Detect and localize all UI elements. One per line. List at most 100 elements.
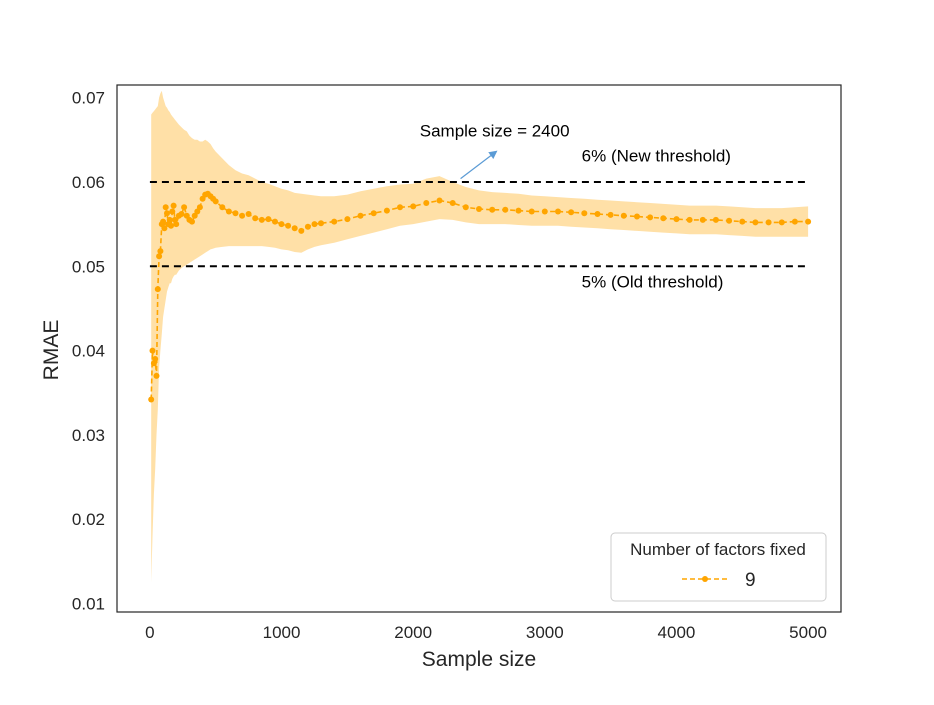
y-tick-label: 0.07 [72, 89, 105, 108]
new-threshold-label: 6% (New threshold) [582, 147, 731, 166]
series-0-point [149, 347, 156, 354]
series-0-point [673, 216, 680, 223]
y-tick-label: 0.02 [72, 510, 105, 529]
series-0-point [620, 212, 627, 219]
series-0-point [502, 206, 509, 213]
series-0-confidence-band [151, 90, 809, 583]
series-0-point [291, 225, 298, 232]
y-tick-label: 0.05 [72, 257, 105, 276]
legend-title: Number of factors fixed [630, 540, 806, 559]
series-0-point [162, 204, 169, 211]
series-0-point [528, 208, 535, 215]
series-0-point [152, 356, 159, 362]
series-0-point [410, 203, 417, 210]
series-0-point [239, 212, 246, 219]
series-0-point [160, 218, 167, 225]
series-0-point [344, 216, 351, 223]
series-0-point [331, 218, 338, 225]
series-0-point [581, 210, 588, 217]
x-tick-label: 5000 [789, 623, 827, 642]
series-0-point [285, 222, 292, 229]
series-0-point [607, 211, 614, 218]
series-0-point [318, 220, 324, 227]
series-0-point [778, 219, 785, 226]
y-axis-label: RMAE [40, 320, 63, 381]
series-0-point [462, 204, 469, 211]
series-0-point [370, 210, 377, 217]
series-0-point [272, 218, 278, 225]
legend-series-marker [702, 576, 708, 582]
series-0-point [805, 218, 812, 225]
x-tick-label: 4000 [658, 623, 696, 642]
series-0-point [153, 372, 160, 379]
series-0-point [245, 211, 252, 217]
y-tick-label: 0.01 [72, 595, 105, 614]
series-0-point [265, 216, 272, 223]
series-0-point [212, 198, 219, 205]
x-axis-label: Sample size [422, 648, 536, 671]
series-0-point [752, 219, 759, 226]
series-0-point [154, 286, 161, 293]
series-0-point [170, 202, 177, 209]
series-0-point [568, 209, 575, 216]
y-axis-ticks: 0.01 0.02 0.03 0.04 0.05 0.06 0.07 [72, 89, 105, 614]
x-axis-ticks: 0 1000 2000 3000 4000 5000 [145, 623, 827, 642]
series-0-point [594, 211, 601, 217]
series-0-point [791, 218, 798, 225]
annotation-sample-size: Sample size = 2400 [420, 121, 570, 140]
series-0-point [178, 211, 185, 217]
x-tick-label: 2000 [394, 623, 432, 642]
series-0-point [148, 396, 155, 403]
plot-frame [116, 84, 842, 613]
series-0-point [765, 219, 772, 226]
series-0-point [436, 197, 443, 204]
series-0-point [660, 215, 667, 222]
series-0-point [258, 216, 265, 223]
series-0-point [726, 217, 733, 224]
series-0-point [304, 223, 311, 230]
plot-area [148, 90, 812, 583]
series-0-point [225, 208, 232, 215]
series-0-point [541, 208, 548, 215]
series-0-point [634, 213, 640, 220]
series-0-point [555, 208, 561, 215]
series-0-point [311, 221, 318, 228]
legend: Number of factors fixed 9 [610, 532, 827, 602]
series-0-point [489, 206, 496, 213]
series-0-point [169, 208, 176, 215]
series-0-point [166, 216, 173, 223]
series-0-point [647, 214, 654, 221]
series-0-point [168, 222, 174, 229]
series-0-point [278, 221, 285, 228]
legend-box [610, 532, 827, 602]
y-tick-label: 0.03 [72, 426, 105, 445]
series-0-point [476, 206, 482, 212]
y-tick-label: 0.06 [72, 173, 105, 192]
series-0-point [383, 207, 390, 214]
series-0-point [173, 221, 180, 228]
series-0-point [232, 210, 239, 217]
series-0-point [515, 207, 522, 214]
series-0-point [686, 216, 693, 223]
y-tick-label: 0.04 [72, 342, 105, 361]
series-0-point [423, 200, 430, 206]
series-0-point [161, 225, 168, 232]
series-0-point [449, 200, 456, 206]
series-0-point [189, 218, 195, 225]
series-0-point [164, 210, 170, 217]
series-0-point [196, 204, 203, 211]
series-0-point [156, 253, 163, 260]
series-0-point [739, 218, 746, 225]
x-tick-label: 1000 [263, 623, 301, 642]
series-0-point [157, 248, 164, 255]
series-0-point [252, 215, 259, 222]
series-0-point [298, 227, 305, 234]
series-0-point [357, 212, 364, 219]
annotation-arrow [460, 150, 498, 180]
series-0-point [699, 216, 706, 223]
series-0-point [712, 216, 719, 223]
series-0-point [397, 204, 403, 211]
legend-series-label: 9 [745, 570, 756, 591]
